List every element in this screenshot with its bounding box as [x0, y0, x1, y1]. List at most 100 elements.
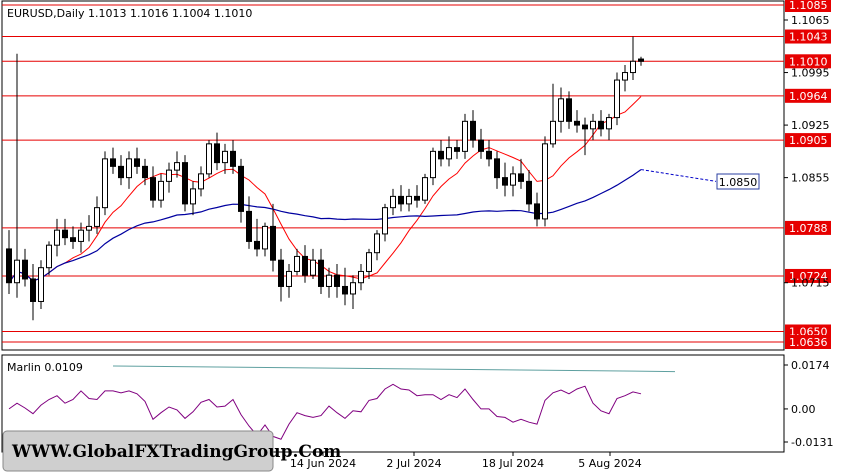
candle — [254, 218, 260, 257]
candle — [302, 245, 308, 283]
candle — [406, 188, 412, 212]
watermark: WWW.GlobalFXTradingGroup.Com — [2, 430, 341, 472]
indicator-frame — [1, 354, 785, 453]
candle — [446, 136, 452, 167]
candle — [558, 87, 564, 133]
candle — [190, 181, 196, 216]
indicator-title: Marlin 0.0109 — [7, 361, 83, 374]
candle — [310, 248, 316, 279]
candle — [478, 128, 484, 159]
candle — [222, 143, 228, 174]
candle — [502, 162, 508, 197]
candle — [534, 192, 540, 227]
candle — [174, 151, 180, 178]
level-label-bg — [785, 133, 831, 148]
time-tick-label: 18 Jul 2024 — [482, 457, 544, 470]
candle — [606, 113, 612, 141]
candle — [518, 158, 524, 189]
candle — [630, 36, 636, 81]
candle — [486, 140, 492, 167]
level-label-bg — [785, 324, 831, 339]
time-axis: 14 Jun 2024 2 Jul 2024 18 Jul 2024 5 Aug 20… — [290, 452, 642, 470]
candle — [262, 222, 268, 257]
candle — [206, 140, 212, 178]
candle — [38, 260, 44, 309]
level-label: 1.1010 — [789, 55, 828, 68]
candle — [46, 241, 52, 276]
candle — [638, 56, 644, 66]
level-label-bg — [785, 220, 831, 235]
candle — [214, 132, 220, 171]
candle — [78, 222, 84, 253]
marlin-line — [8, 383, 642, 440]
candle — [566, 91, 572, 129]
target-projection — [640, 169, 717, 182]
candle — [542, 136, 548, 227]
candle — [94, 196, 100, 234]
level-label-bg — [785, 268, 831, 283]
candle — [30, 263, 36, 321]
price-axis: 1.1065 1.0995 1.0925 1.0855 1.0715 — [784, 14, 830, 290]
red-moving-average — [8, 96, 642, 283]
price-tick-label: 1.1065 — [791, 14, 830, 27]
indicator-tick-label: 0.00 — [791, 403, 816, 416]
candle — [366, 248, 372, 279]
candle — [182, 155, 188, 212]
candle — [230, 140, 236, 174]
target-value: 1.0850 — [719, 176, 758, 189]
marlin-oscillator: 0.0174 0.00 -0.0131 — [8, 359, 833, 449]
candle — [510, 166, 516, 197]
candle — [294, 248, 300, 276]
candle — [326, 267, 332, 298]
indicator-tick-label: -0.0131 — [791, 436, 833, 449]
level-label-bg — [785, 88, 831, 103]
oscillator-trendline — [112, 365, 676, 373]
candle — [438, 140, 444, 167]
candle — [286, 263, 292, 298]
level-label: 1.0788 — [789, 222, 828, 235]
indicator-tick-label: 0.0174 — [791, 359, 830, 372]
candle — [142, 158, 148, 186]
candle — [6, 230, 12, 294]
candle — [526, 170, 532, 212]
candle — [70, 226, 76, 249]
candle — [150, 166, 156, 208]
candle — [86, 215, 92, 242]
candle — [422, 173, 428, 204]
candle — [622, 65, 628, 92]
candle — [430, 147, 436, 186]
candle — [246, 196, 252, 249]
candle — [350, 275, 356, 309]
candle — [166, 162, 172, 193]
candle — [494, 151, 500, 189]
candle — [278, 248, 284, 302]
candle — [342, 267, 348, 306]
candle — [158, 173, 164, 208]
level-label-bg — [785, 335, 831, 349]
candle — [374, 230, 380, 261]
candle — [582, 117, 588, 156]
candle — [398, 185, 404, 212]
candle — [318, 248, 324, 294]
candle — [134, 147, 140, 174]
target-label: 1.0850 — [716, 173, 760, 190]
level-label: 1.1085 — [789, 0, 828, 12]
level-label: 1.0905 — [789, 134, 828, 147]
candle — [462, 113, 468, 159]
candle — [414, 185, 420, 208]
candles — [6, 36, 644, 321]
level-label-bg — [785, 54, 831, 69]
candle — [470, 110, 476, 148]
candle — [54, 218, 60, 257]
candle — [590, 113, 596, 141]
level-label: 1.0636 — [789, 336, 828, 349]
candle — [118, 155, 124, 186]
time-tick-label: 2 Jul 2024 — [386, 457, 441, 470]
candle — [14, 53, 20, 298]
chart-title: EURUSD,Daily 1.1013 1.1016 1.1004 1.1010 — [7, 7, 252, 20]
candle — [382, 203, 388, 242]
level-label-bg — [785, 29, 831, 44]
candle — [454, 140, 460, 159]
candle — [614, 72, 620, 126]
